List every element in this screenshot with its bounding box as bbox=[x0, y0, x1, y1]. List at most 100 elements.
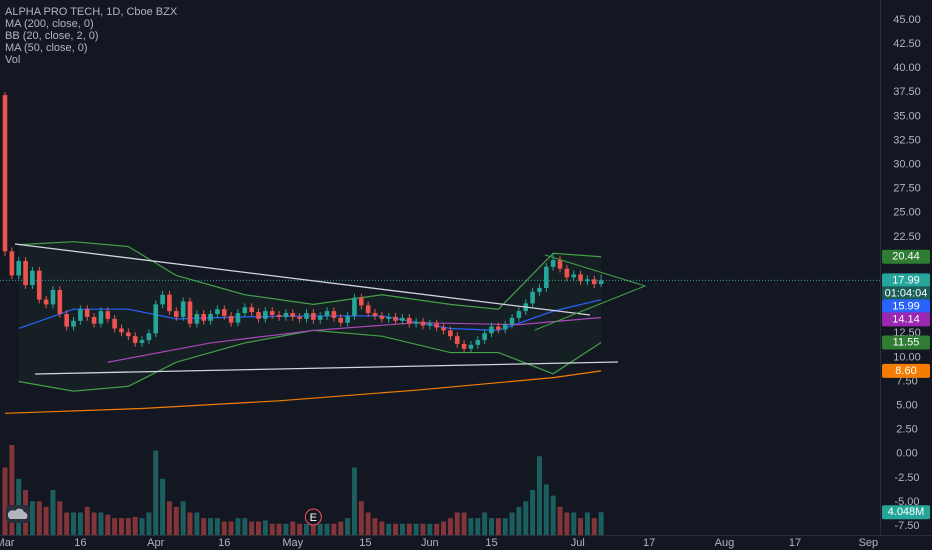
volume-bar bbox=[125, 518, 131, 535]
volume-bar bbox=[598, 512, 604, 535]
earnings-label: E bbox=[310, 512, 317, 524]
candle-body bbox=[530, 291, 535, 304]
y-tick-label: 5.00 bbox=[896, 400, 917, 412]
indicator-line bbox=[4, 370, 602, 414]
candle-body bbox=[352, 297, 357, 316]
volume-bar bbox=[447, 518, 453, 535]
volume-bar bbox=[502, 518, 508, 535]
price-label: 15.99 bbox=[892, 300, 920, 312]
candle-body bbox=[598, 280, 604, 285]
y-tick-label: 37.50 bbox=[893, 86, 921, 98]
legend: ALPHA PRO TECH, 1D, Cboe BZX MA (200, cl… bbox=[5, 6, 178, 66]
volume-bar bbox=[584, 512, 590, 535]
x-tick-label: Apr bbox=[147, 537, 164, 549]
volume-bar bbox=[160, 478, 166, 535]
x-tick-label: Sep bbox=[859, 537, 879, 549]
price-label: 14.14 bbox=[892, 313, 920, 325]
candle-body bbox=[578, 274, 583, 282]
candle-body bbox=[571, 274, 577, 278]
x-tick-label: Jun bbox=[421, 537, 439, 549]
candle-body bbox=[420, 321, 426, 326]
volume-bar bbox=[50, 490, 56, 535]
y-tick-label: 40.00 bbox=[893, 62, 921, 74]
candle-body bbox=[509, 317, 515, 325]
candle-body bbox=[338, 317, 344, 323]
candle-body bbox=[84, 309, 90, 317]
volume-bar bbox=[262, 520, 268, 535]
candle-body bbox=[379, 315, 385, 319]
candle-body bbox=[249, 307, 254, 313]
volume-bar bbox=[228, 521, 234, 535]
volume-bar bbox=[249, 521, 255, 535]
candle-body bbox=[174, 311, 179, 317]
x-tick-label: 15 bbox=[359, 537, 371, 549]
y-tick-label: 27.50 bbox=[893, 183, 921, 195]
candle-body bbox=[359, 297, 364, 306]
candle-body bbox=[30, 270, 35, 286]
x-tick-label: 17 bbox=[789, 537, 801, 549]
candle-body bbox=[276, 314, 282, 317]
candle-body bbox=[160, 294, 165, 305]
candle-body bbox=[132, 336, 138, 343]
y-tick-label: 42.50 bbox=[893, 38, 921, 50]
candle-body bbox=[365, 305, 371, 314]
candle-body bbox=[496, 326, 501, 330]
volume-bar bbox=[132, 517, 138, 535]
candle-body bbox=[43, 299, 49, 305]
volume-bar bbox=[201, 518, 207, 535]
candle-body bbox=[57, 289, 63, 315]
volume-bar bbox=[98, 512, 104, 535]
volume-bar bbox=[2, 467, 8, 535]
candle-body bbox=[208, 314, 213, 321]
trendline bbox=[34, 361, 619, 375]
candle-body bbox=[317, 315, 323, 320]
logo[interactable] bbox=[6, 505, 30, 523]
candle-body bbox=[235, 313, 241, 323]
volume-bar bbox=[530, 490, 536, 535]
price-label-bg bbox=[882, 299, 930, 314]
price-label-bg bbox=[882, 273, 930, 288]
volume-bar bbox=[105, 514, 111, 535]
candle-body bbox=[221, 309, 227, 316]
candle-body bbox=[242, 307, 248, 314]
y-tick-label: 2.50 bbox=[896, 424, 917, 436]
y-tick-label: 35.00 bbox=[893, 110, 921, 122]
candle-body bbox=[400, 317, 405, 321]
candle-body bbox=[119, 328, 124, 333]
x-tick-label: 15 bbox=[485, 537, 497, 549]
volume-bar bbox=[523, 501, 529, 535]
y-tick-label: 32.50 bbox=[893, 134, 921, 146]
legend-item: Vol bbox=[5, 54, 20, 66]
volume-bar bbox=[269, 523, 275, 535]
volume-bar bbox=[358, 501, 364, 535]
volume-bar bbox=[509, 512, 515, 535]
candle-body bbox=[331, 311, 337, 318]
volume-bar bbox=[386, 523, 392, 535]
price-label-bg bbox=[882, 505, 930, 520]
candle-body bbox=[146, 333, 152, 341]
candle-body bbox=[290, 313, 296, 317]
price-label-bg bbox=[882, 312, 930, 327]
volume-bar bbox=[578, 518, 584, 535]
candle-body bbox=[372, 313, 378, 316]
volume-bar bbox=[441, 521, 447, 535]
price-label: 11.55 bbox=[893, 336, 920, 348]
volume-bar bbox=[495, 518, 501, 535]
candle-body bbox=[126, 332, 131, 337]
volume-bar bbox=[413, 523, 419, 535]
candle-body bbox=[283, 313, 289, 317]
candle-body bbox=[180, 301, 186, 317]
symbol-title: ALPHA PRO TECH, 1D, Cboe BZX bbox=[5, 6, 178, 18]
volume-bar bbox=[427, 523, 433, 535]
y-tick-label: 45.00 bbox=[893, 14, 921, 26]
triangle-drawing bbox=[534, 254, 647, 331]
candle-body bbox=[537, 287, 542, 292]
y-tick-label: 10.00 bbox=[893, 351, 921, 363]
volume-bar bbox=[118, 518, 124, 535]
y-tick-label: 25.00 bbox=[893, 207, 921, 219]
volume-bar bbox=[112, 518, 118, 535]
plot bbox=[0, 92, 880, 535]
volume-bar bbox=[338, 521, 344, 535]
logo-icon[interactable] bbox=[7, 508, 28, 519]
candle-body bbox=[201, 314, 207, 321]
